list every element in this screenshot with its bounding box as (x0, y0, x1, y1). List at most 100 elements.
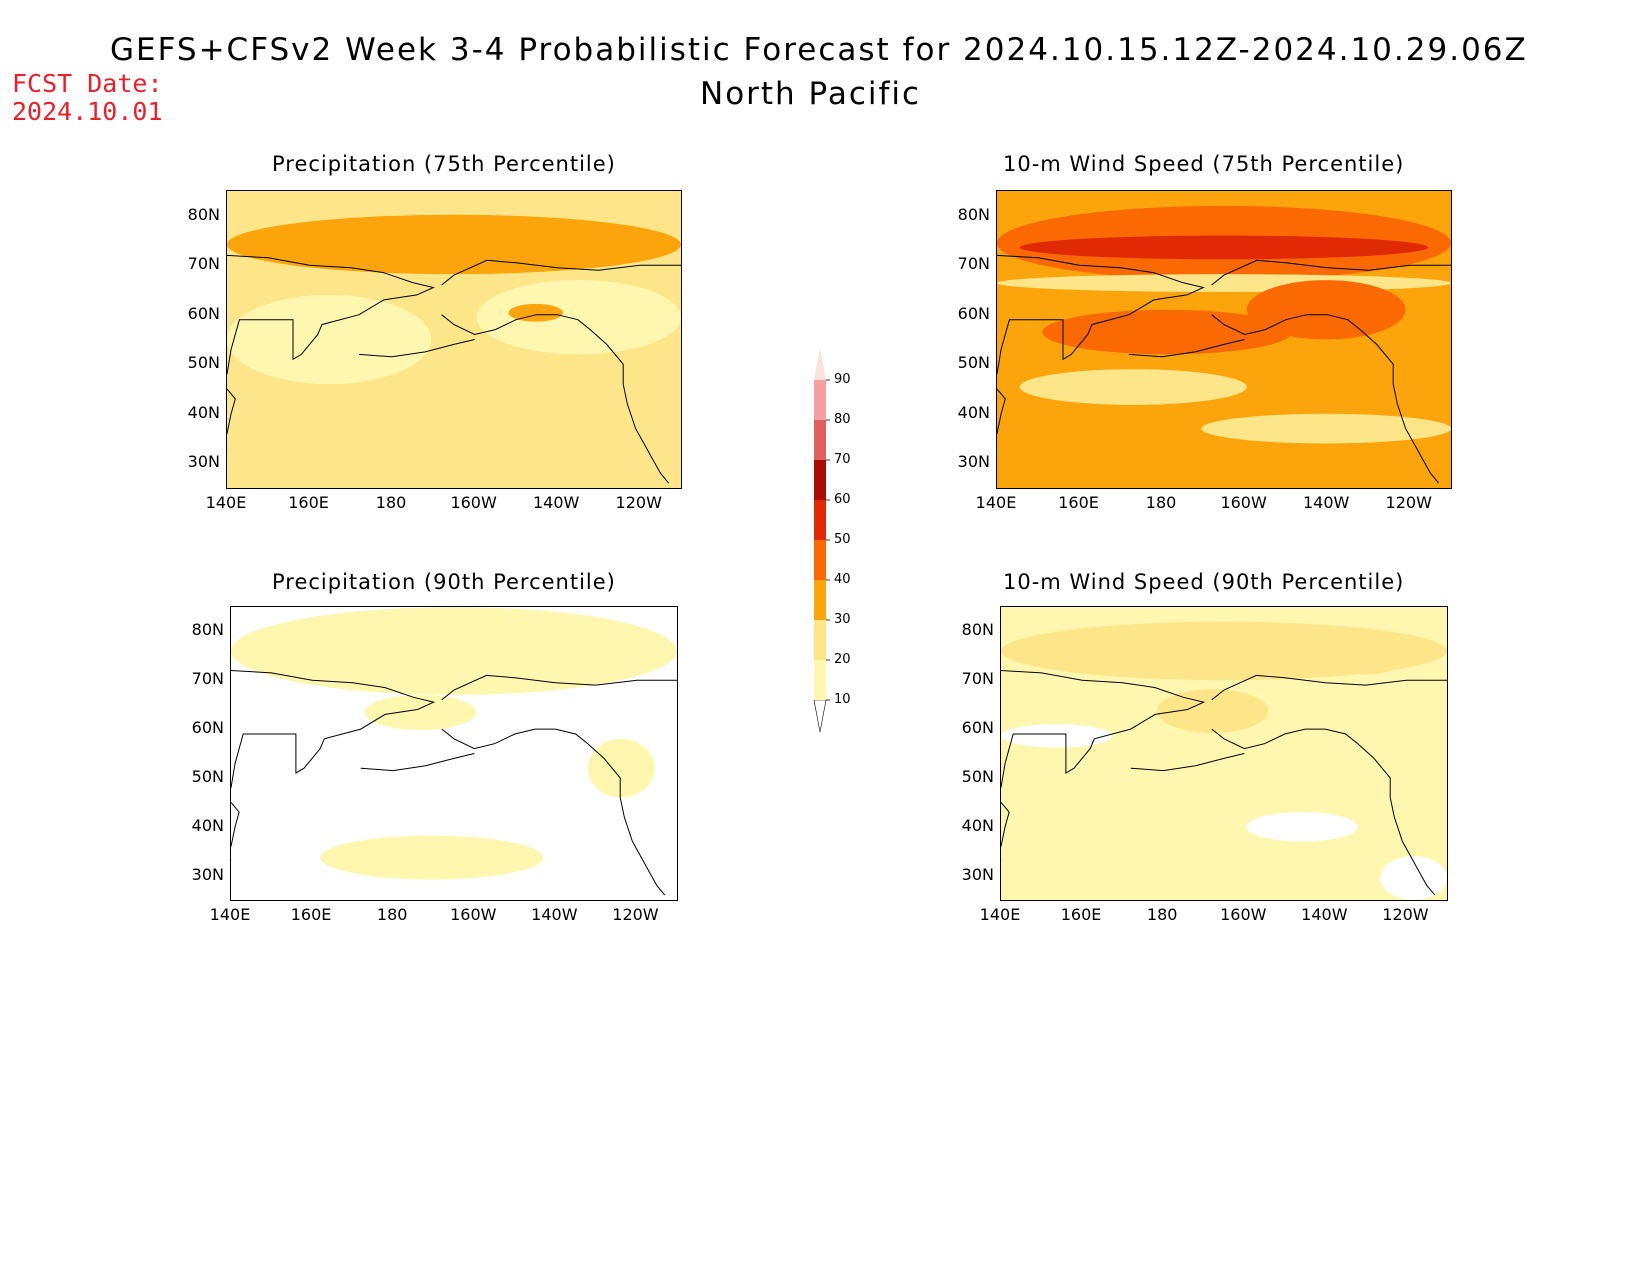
map-field (997, 191, 1451, 488)
colorbar-tick-label: 20 (834, 652, 851, 667)
lat-tick-label: 70N (187, 254, 220, 274)
lon-tick-label: 120W (612, 905, 659, 924)
coastline (1211, 728, 1436, 896)
panel-title: Precipitation (90th Percentile) (272, 570, 616, 594)
field-contour (1380, 856, 1447, 900)
coastline (1129, 339, 1245, 358)
coastline (441, 674, 677, 701)
colorbar-tick-label: 30 (834, 612, 851, 627)
lon-tick-label: 180 (376, 905, 408, 924)
lat-tick-label: 30N (961, 864, 994, 884)
coastline (1211, 674, 1447, 701)
lat-tick-label: 50N (957, 353, 990, 373)
lat-tick-label: 30N (187, 452, 220, 472)
lat-tick-label: 30N (191, 864, 224, 884)
colorbar-tick-label: 10 (834, 692, 851, 707)
lat-tick-label: 40N (961, 815, 994, 835)
region-subtitle: North Pacific (700, 76, 922, 112)
lat-tick-label: 50N (961, 766, 994, 786)
lon-tick-label: 180 (375, 493, 407, 512)
main-title: GEFS+CFSv2 Week 3-4 Probabilistic Foreca… (110, 32, 1528, 68)
field-contour (320, 835, 544, 880)
lat-tick-label: 50N (191, 766, 224, 786)
colorbar-swatch (814, 380, 826, 420)
lon-tick-label: 140E (979, 905, 1021, 924)
colorbar-tick-label: 70 (834, 452, 851, 467)
field-contour (1001, 724, 1113, 748)
coastline (997, 388, 1006, 449)
coastline (227, 254, 435, 375)
lon-tick-label: 120W (615, 493, 662, 512)
coastline (1001, 670, 1206, 788)
colorbar-swatch (814, 660, 826, 700)
lon-tick-label: 160E (1058, 493, 1099, 512)
colorbar-swatches (813, 348, 830, 733)
lat-tick-label: 40N (191, 815, 224, 835)
colorbar-under-cap (813, 699, 827, 733)
coastline (1001, 801, 1010, 861)
lat-tick-label: 60N (961, 718, 994, 738)
lon-tick-label: 160W (1220, 493, 1267, 512)
colorbar: 10 20 30 40 50 60 70 80 90 (812, 335, 872, 735)
field-contour (364, 694, 477, 731)
lat-tick-label: 30N (957, 452, 990, 472)
lat-tick-label: 70N (957, 254, 990, 274)
field-contour (476, 280, 681, 355)
lon-tick-label: 120W (1382, 905, 1429, 924)
coastline (441, 314, 669, 484)
field-contour (227, 294, 432, 385)
lat-tick-label: 80N (191, 620, 224, 640)
lat-tick-label: 60N (187, 303, 220, 323)
lat-tick-label: 60N (191, 718, 224, 738)
field-contour (1157, 689, 1269, 733)
lat-tick-label: 80N (961, 620, 994, 640)
coastline (227, 388, 236, 449)
coastline (1211, 314, 1439, 484)
panel-title: Precipitation (75th Percentile) (272, 152, 616, 176)
coastline (359, 339, 475, 358)
lon-tick-label: 120W (1385, 493, 1432, 512)
map-field (227, 191, 681, 488)
field-contour (508, 303, 563, 322)
lat-tick-label: 80N (957, 204, 990, 224)
colorbar-swatch (814, 580, 826, 620)
field-contour (231, 607, 677, 695)
colorbar-swatch (814, 540, 826, 580)
lon-tick-label: 160E (1060, 905, 1102, 924)
lon-tick-label: 160W (1220, 905, 1267, 924)
coastline (1211, 259, 1451, 286)
lon-tick-label: 160E (290, 905, 332, 924)
lat-tick-label: 40N (957, 402, 990, 422)
lat-tick-label: 50N (187, 353, 220, 373)
lon-tick-label: 140W (1301, 905, 1348, 924)
lon-tick-label: 140E (975, 493, 1017, 512)
field-contour (587, 738, 655, 798)
coastline (997, 254, 1205, 375)
field-contour (1019, 235, 1429, 260)
lon-tick-label: 160E (288, 493, 329, 512)
colorbar-swatch (814, 620, 826, 660)
field-contour (1201, 413, 1451, 444)
lon-tick-label: 140E (205, 493, 247, 512)
colorbar-swatch (814, 460, 826, 500)
field-contour (1019, 369, 1247, 405)
map-plot (1000, 606, 1448, 901)
colorbar-swatch (814, 500, 826, 540)
colorbar-tick-label: 60 (834, 492, 851, 507)
lon-tick-label: 140E (209, 905, 251, 924)
lat-tick-label: 80N (187, 204, 220, 224)
colorbar-tick-label: 90 (834, 372, 851, 387)
lon-tick-label: 140W (531, 905, 578, 924)
coastline (1130, 753, 1245, 772)
forecast-date-value: 2024.10.01 (12, 97, 163, 126)
map-field (1001, 607, 1447, 900)
colorbar-tick-label: 80 (834, 412, 851, 427)
field-contour (227, 214, 681, 275)
map-field (231, 607, 677, 900)
coastline (231, 670, 436, 788)
panel-title: 10-m Wind Speed (90th Percentile) (1003, 570, 1405, 594)
map-plot (996, 190, 1452, 489)
lat-tick-label: 40N (187, 402, 220, 422)
field-contour (1246, 280, 1406, 340)
lon-tick-label: 180 (1146, 905, 1178, 924)
